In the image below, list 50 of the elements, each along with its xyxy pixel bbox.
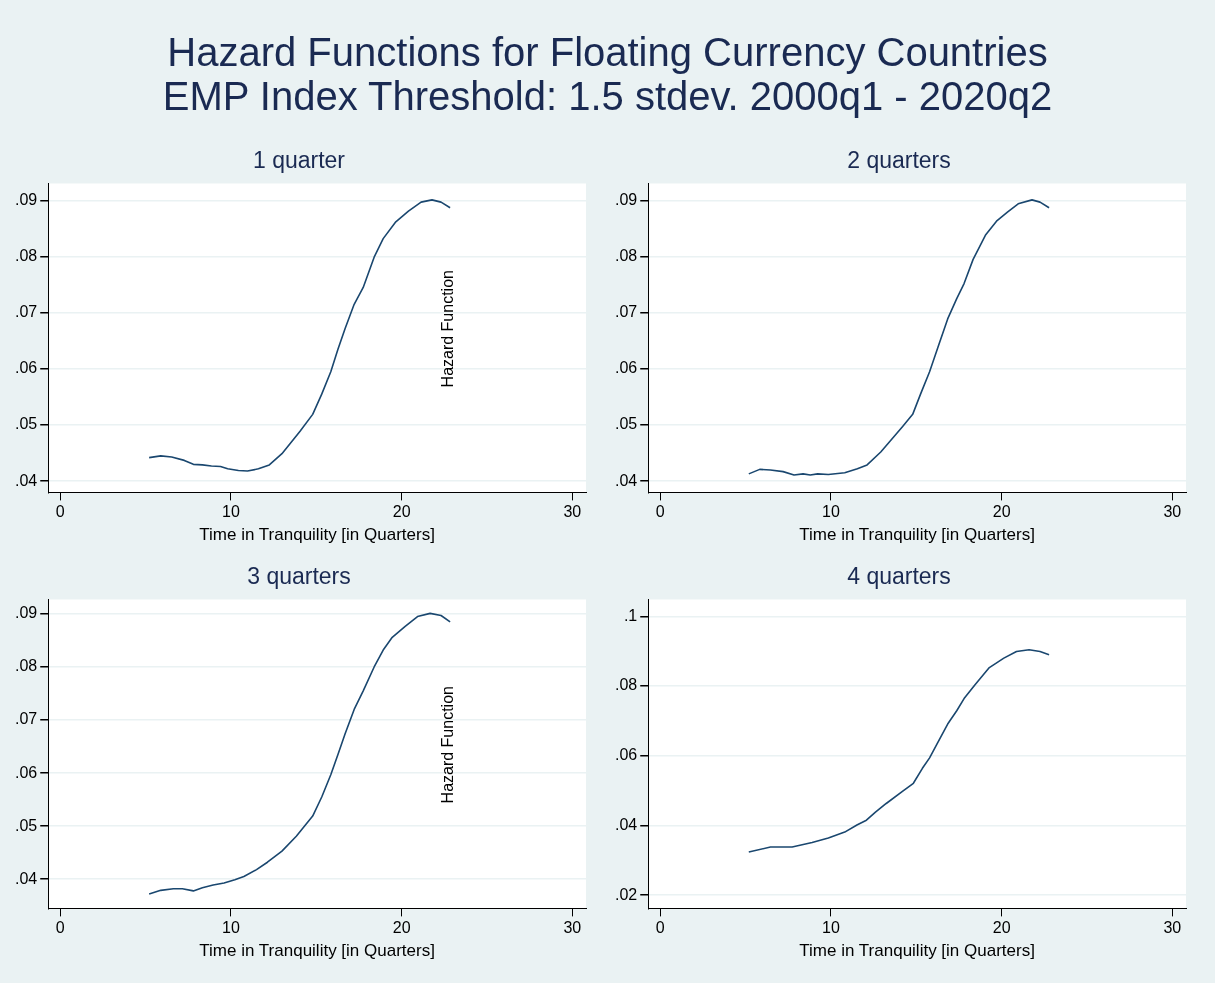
x-tick-label: 30 — [563, 919, 582, 937]
chart-subtitle: 3 quarters — [247, 563, 351, 590]
y-tick-label: .04 — [614, 815, 638, 833]
y-tick-label: .04 — [614, 471, 638, 489]
chart-title: Hazard Functions for Floating Currency Countries EMP Index Threshold: 1.5 stdev. 2000q1 - 2020q2 — [161, 29, 1054, 120]
y-tick-label: .02 — [614, 885, 638, 903]
y-tick-label: .1 — [623, 606, 638, 624]
x-tick-label: 20 — [992, 919, 1011, 937]
x-tick-label: 20 — [392, 503, 411, 521]
y-tick-label: .07 — [14, 710, 38, 728]
y-tick-label: .06 — [614, 359, 638, 377]
y-tick-label: .09 — [14, 190, 38, 208]
x-tick-label: 30 — [1163, 919, 1182, 937]
x-tick-label: 0 — [55, 503, 65, 521]
y-tick-label: .08 — [614, 676, 638, 694]
y-tick-label: .05 — [14, 415, 38, 433]
x-tick-label: 30 — [563, 503, 582, 521]
y-tick-label: .05 — [14, 816, 38, 834]
x-tick-label: 10 — [822, 503, 840, 521]
chart-subtitle: 2 quarters — [847, 147, 951, 174]
chart-subtitle: 1 quarter — [252, 147, 346, 174]
x-tick-label: 30 — [1163, 503, 1182, 521]
y-tick-label: .07 — [614, 303, 638, 321]
x-axis-title: Time in Tranquility [in Quarters] — [199, 941, 435, 961]
x-tick-label: 10 — [222, 919, 240, 937]
annotation: Hazard Function — [439, 686, 457, 804]
chart-subtitle: 4 quarters — [847, 563, 951, 590]
x-tick-label: 20 — [392, 919, 411, 937]
x-tick-label: 20 — [992, 503, 1011, 521]
y-tick-label: .07 — [14, 303, 38, 321]
y-tick-label: .05 — [614, 415, 638, 433]
x-tick-label: 10 — [822, 919, 840, 937]
y-tick-label: .08 — [14, 657, 38, 675]
y-tick-label: .08 — [614, 247, 638, 264]
y-tick-label: .06 — [14, 763, 38, 781]
y-tick-label: .06 — [614, 746, 638, 764]
x-axis-title: Time in Tranquility [in Quarters] — [199, 525, 435, 545]
annotation: Hazard Function — [439, 270, 457, 388]
y-tick-label: .09 — [14, 604, 38, 622]
x-tick-label: 0 — [655, 503, 665, 521]
x-axis-title: Time in Tranquility [in Quarters] — [799, 525, 1035, 545]
y-tick-label: .04 — [14, 869, 38, 887]
y-tick-label: .09 — [614, 190, 638, 208]
y-tick-label: .04 — [14, 471, 38, 489]
x-axis-title: Time in Tranquility [in Quarters] — [799, 941, 1035, 961]
x-tick-label: 10 — [222, 503, 240, 521]
y-tick-label: .08 — [14, 247, 38, 264]
x-tick-label: 0 — [55, 919, 65, 937]
y-tick-label: .06 — [14, 359, 38, 377]
x-tick-label: 0 — [655, 919, 665, 937]
